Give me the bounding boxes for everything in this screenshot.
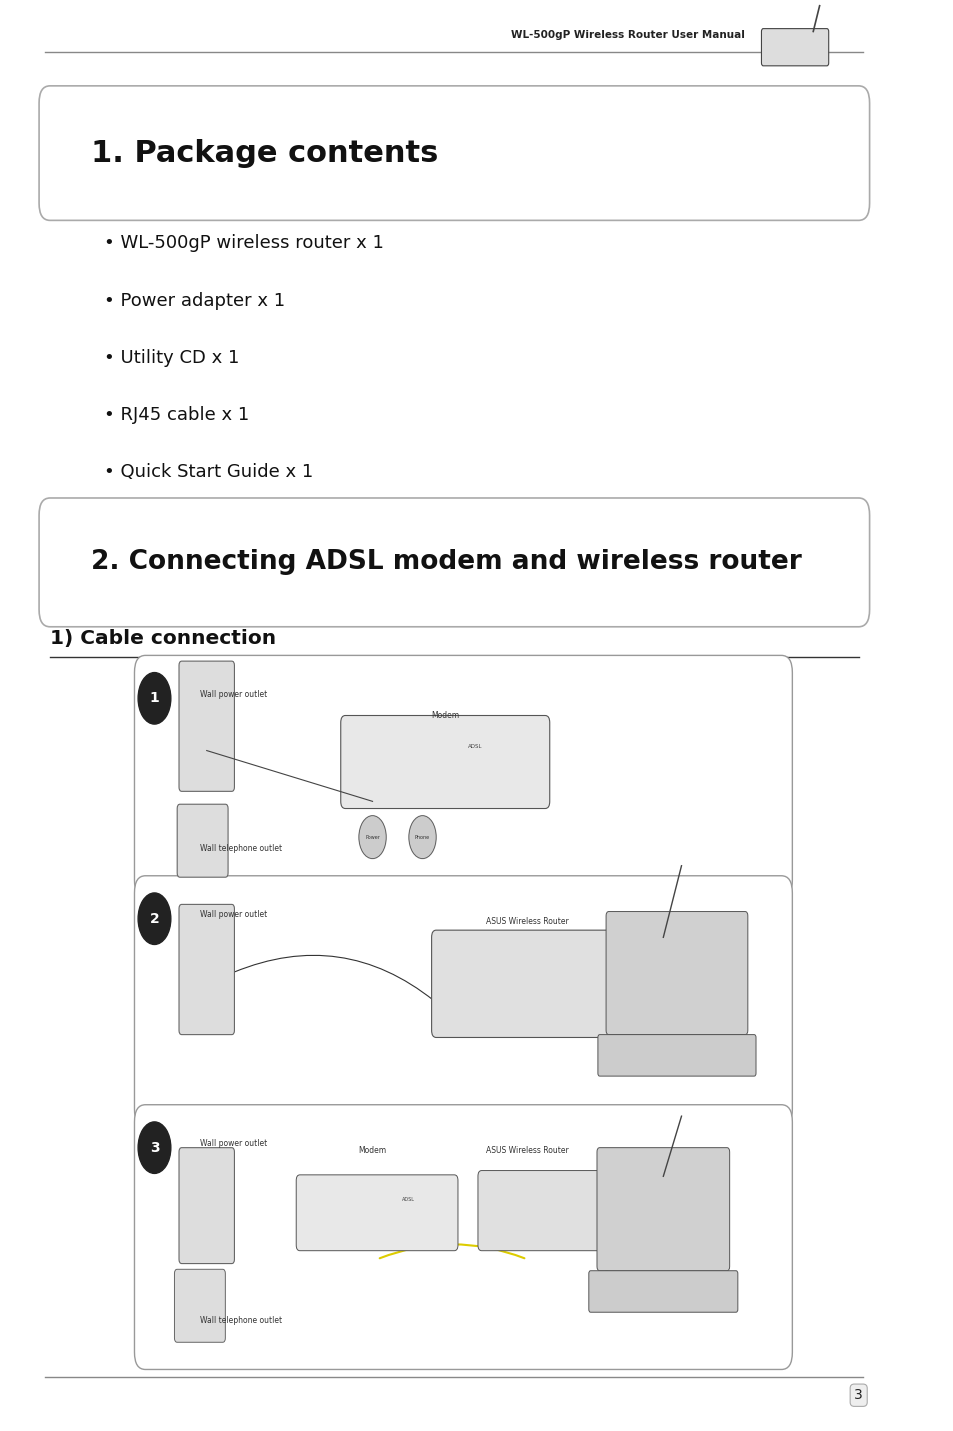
Circle shape (138, 673, 171, 724)
Text: 2. Connecting ADSL modem and wireless router: 2. Connecting ADSL modem and wireless ro… (91, 550, 801, 575)
Text: WL-500gP Wireless Router User Manual: WL-500gP Wireless Router User Manual (511, 30, 744, 40)
Text: • Power adapter x 1: • Power adapter x 1 (105, 292, 285, 309)
FancyBboxPatch shape (179, 1148, 234, 1264)
FancyBboxPatch shape (179, 904, 234, 1035)
Circle shape (138, 893, 171, 944)
Text: 3: 3 (854, 1388, 862, 1402)
FancyBboxPatch shape (597, 1148, 729, 1271)
Text: 1: 1 (150, 691, 159, 705)
Text: ADSL: ADSL (468, 744, 482, 748)
FancyBboxPatch shape (340, 716, 549, 809)
FancyBboxPatch shape (179, 661, 234, 791)
Text: • Quick Start Guide x 1: • Quick Start Guide x 1 (105, 464, 314, 481)
Text: • WL-500gP wireless router x 1: • WL-500gP wireless router x 1 (105, 235, 384, 252)
FancyBboxPatch shape (177, 804, 228, 877)
Circle shape (138, 1122, 171, 1173)
Text: ASUS Wireless Router: ASUS Wireless Router (485, 1146, 568, 1155)
FancyBboxPatch shape (760, 29, 828, 66)
FancyBboxPatch shape (588, 1271, 737, 1312)
Text: • Utility CD x 1: • Utility CD x 1 (105, 349, 239, 366)
FancyBboxPatch shape (134, 876, 792, 1126)
Text: 2: 2 (150, 912, 159, 926)
Text: 1. Package contents: 1. Package contents (91, 139, 437, 167)
Text: Wall power outlet: Wall power outlet (200, 1139, 267, 1148)
Text: ASUS Wireless Router: ASUS Wireless Router (485, 917, 568, 926)
FancyBboxPatch shape (134, 1105, 792, 1369)
Text: Power: Power (365, 834, 379, 840)
Text: Wall telephone outlet: Wall telephone outlet (200, 1317, 282, 1325)
Circle shape (409, 816, 436, 859)
Text: 1) Cable connection: 1) Cable connection (50, 628, 275, 648)
FancyBboxPatch shape (431, 930, 677, 1037)
FancyBboxPatch shape (39, 498, 869, 627)
FancyBboxPatch shape (598, 1035, 755, 1076)
Text: Wall power outlet: Wall power outlet (200, 690, 267, 698)
FancyBboxPatch shape (39, 86, 869, 220)
Text: Modem: Modem (358, 1146, 386, 1155)
FancyBboxPatch shape (477, 1171, 684, 1251)
FancyBboxPatch shape (605, 912, 747, 1035)
Circle shape (358, 816, 386, 859)
Text: Phone: Phone (415, 834, 430, 840)
FancyBboxPatch shape (134, 655, 792, 897)
Text: ADSL: ADSL (402, 1196, 415, 1202)
Text: 3: 3 (150, 1141, 159, 1155)
Text: Wall power outlet: Wall power outlet (200, 910, 267, 919)
Text: • RJ45 cable x 1: • RJ45 cable x 1 (105, 406, 250, 424)
FancyBboxPatch shape (174, 1269, 225, 1342)
Text: Modem: Modem (431, 711, 458, 720)
FancyBboxPatch shape (296, 1175, 457, 1251)
Text: Wall telephone outlet: Wall telephone outlet (200, 844, 282, 853)
